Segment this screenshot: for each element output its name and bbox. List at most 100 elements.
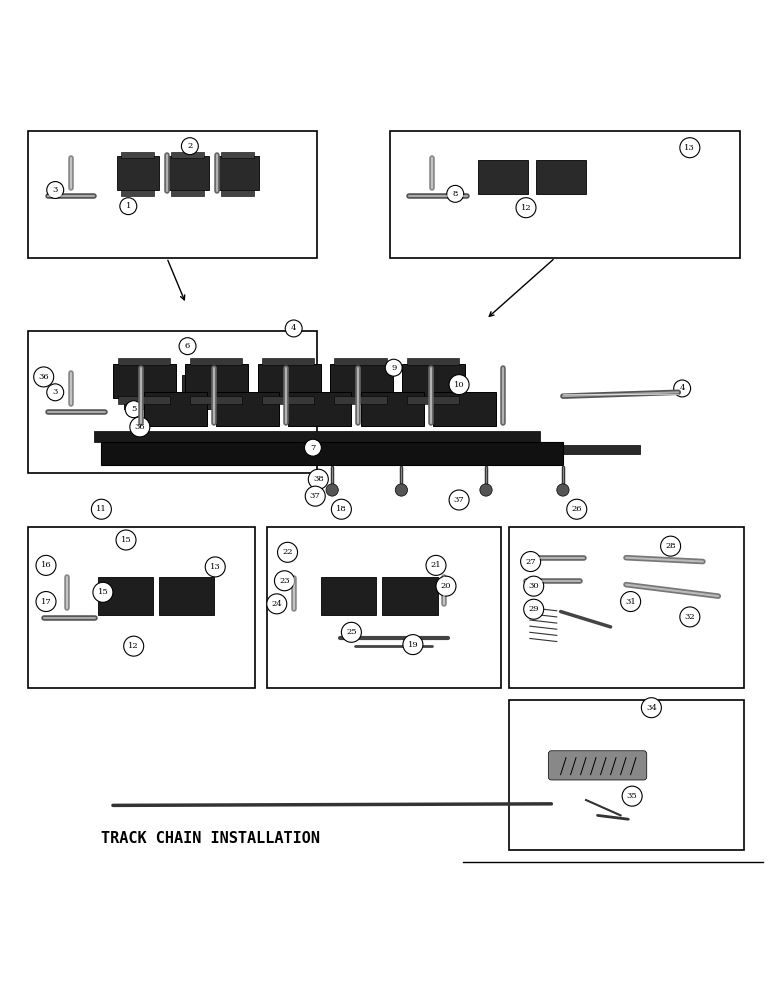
- Circle shape: [385, 359, 402, 376]
- Circle shape: [278, 542, 297, 562]
- FancyBboxPatch shape: [382, 577, 438, 615]
- Text: 19: 19: [408, 641, 418, 649]
- Circle shape: [621, 592, 641, 612]
- FancyBboxPatch shape: [117, 358, 170, 365]
- FancyBboxPatch shape: [124, 375, 174, 409]
- FancyBboxPatch shape: [101, 442, 563, 465]
- Text: 17: 17: [41, 598, 52, 606]
- Circle shape: [674, 380, 691, 397]
- Circle shape: [285, 320, 302, 337]
- FancyBboxPatch shape: [361, 392, 424, 426]
- Circle shape: [125, 401, 142, 418]
- FancyBboxPatch shape: [288, 392, 351, 426]
- Circle shape: [326, 484, 338, 496]
- FancyBboxPatch shape: [390, 131, 740, 258]
- Circle shape: [93, 582, 113, 602]
- FancyBboxPatch shape: [217, 156, 259, 190]
- Text: 20: 20: [441, 582, 452, 590]
- FancyBboxPatch shape: [216, 392, 279, 426]
- Text: 16: 16: [41, 561, 51, 569]
- FancyBboxPatch shape: [113, 364, 176, 398]
- FancyBboxPatch shape: [167, 156, 209, 190]
- Text: 27: 27: [525, 558, 536, 566]
- Text: 30: 30: [528, 582, 539, 590]
- Text: 10: 10: [454, 381, 465, 389]
- Text: 37: 37: [310, 492, 320, 500]
- Circle shape: [447, 185, 464, 202]
- Text: 32: 32: [685, 613, 695, 621]
- Circle shape: [523, 576, 543, 596]
- Text: 24: 24: [272, 600, 282, 608]
- Circle shape: [267, 594, 286, 614]
- Circle shape: [304, 439, 321, 456]
- FancyBboxPatch shape: [120, 152, 154, 158]
- Circle shape: [34, 367, 54, 387]
- Text: 23: 23: [279, 577, 290, 585]
- Circle shape: [449, 375, 469, 395]
- Circle shape: [331, 499, 351, 519]
- FancyBboxPatch shape: [182, 375, 232, 409]
- FancyBboxPatch shape: [258, 364, 320, 398]
- Circle shape: [47, 182, 64, 198]
- FancyBboxPatch shape: [334, 396, 387, 404]
- FancyBboxPatch shape: [433, 392, 496, 426]
- Text: TRACK CHAIN INSTALLATION: TRACK CHAIN INSTALLATION: [101, 831, 320, 846]
- Circle shape: [516, 198, 536, 218]
- FancyBboxPatch shape: [29, 527, 256, 688]
- Text: 15: 15: [97, 588, 108, 596]
- Text: 15: 15: [120, 536, 131, 544]
- Text: 18: 18: [336, 505, 347, 513]
- Text: 37: 37: [454, 496, 465, 504]
- Circle shape: [680, 138, 700, 158]
- FancyBboxPatch shape: [221, 190, 254, 196]
- FancyBboxPatch shape: [29, 131, 317, 258]
- FancyBboxPatch shape: [320, 577, 376, 615]
- Text: 3: 3: [52, 186, 58, 194]
- FancyBboxPatch shape: [117, 156, 159, 190]
- FancyBboxPatch shape: [171, 152, 204, 158]
- Circle shape: [622, 786, 642, 806]
- Text: 35: 35: [627, 792, 638, 800]
- Text: 22: 22: [283, 548, 293, 556]
- Text: 1: 1: [126, 202, 131, 210]
- Text: 36: 36: [39, 373, 49, 381]
- Text: 29: 29: [528, 605, 539, 613]
- FancyBboxPatch shape: [330, 364, 393, 398]
- Circle shape: [520, 552, 540, 572]
- Circle shape: [308, 469, 328, 489]
- Circle shape: [124, 636, 144, 656]
- Text: 2: 2: [188, 142, 192, 150]
- Text: 5: 5: [131, 405, 137, 413]
- FancyBboxPatch shape: [548, 751, 647, 780]
- Circle shape: [205, 557, 225, 577]
- Text: 12: 12: [520, 204, 531, 212]
- Text: 21: 21: [431, 561, 442, 569]
- FancyBboxPatch shape: [402, 364, 466, 398]
- FancyBboxPatch shape: [536, 160, 586, 194]
- Circle shape: [426, 555, 446, 575]
- Text: 31: 31: [625, 598, 636, 606]
- FancyBboxPatch shape: [509, 527, 743, 688]
- Circle shape: [449, 490, 469, 510]
- Circle shape: [341, 622, 361, 642]
- FancyBboxPatch shape: [117, 396, 170, 404]
- FancyBboxPatch shape: [97, 577, 153, 615]
- Circle shape: [36, 555, 56, 575]
- Text: 11: 11: [96, 505, 107, 513]
- Text: 3: 3: [52, 388, 58, 396]
- Text: 4: 4: [679, 384, 685, 392]
- Circle shape: [179, 338, 196, 355]
- Circle shape: [661, 536, 681, 556]
- FancyBboxPatch shape: [120, 190, 154, 196]
- Circle shape: [557, 484, 569, 496]
- Circle shape: [436, 576, 456, 596]
- FancyBboxPatch shape: [190, 396, 242, 404]
- Circle shape: [36, 592, 56, 612]
- Text: 13: 13: [210, 563, 221, 571]
- Circle shape: [403, 635, 423, 655]
- FancyBboxPatch shape: [29, 331, 317, 473]
- FancyBboxPatch shape: [171, 190, 204, 196]
- Text: 26: 26: [571, 505, 582, 513]
- FancyBboxPatch shape: [159, 577, 215, 615]
- Circle shape: [305, 486, 325, 506]
